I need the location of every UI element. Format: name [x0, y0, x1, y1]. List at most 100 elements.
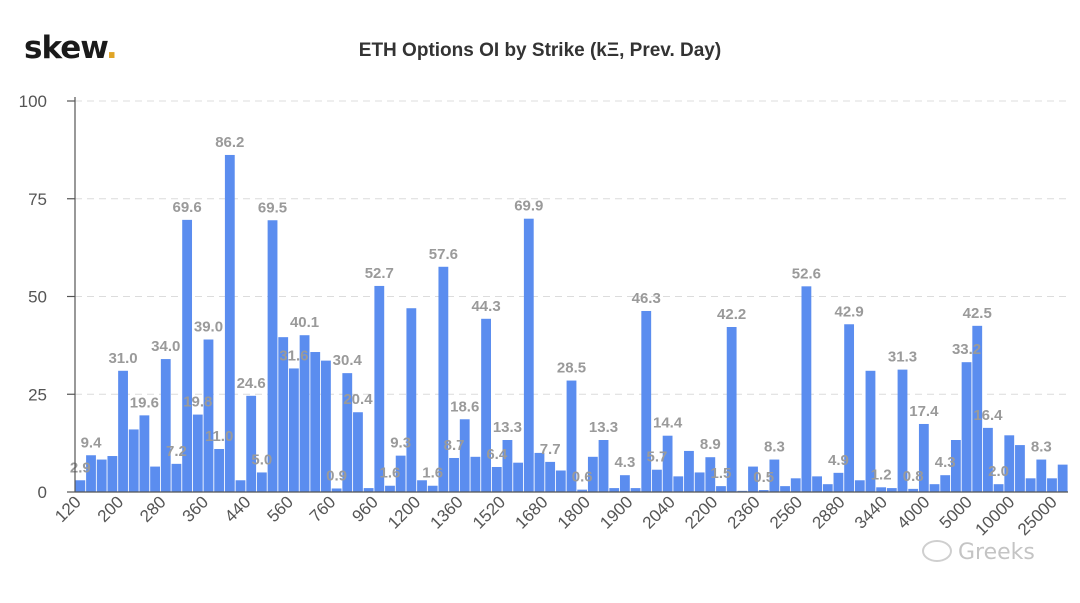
y-axis: 0 25 50 75 100	[19, 92, 76, 502]
bar	[406, 308, 417, 492]
data-label: 34.0	[151, 338, 180, 355]
bar	[203, 339, 214, 492]
watermark: Greeks	[922, 540, 1035, 565]
bar	[555, 470, 566, 492]
data-label: 0.5	[753, 469, 774, 486]
data-label: 1.6	[422, 465, 443, 482]
bar	[918, 423, 929, 492]
data-label: 24.6	[237, 375, 266, 392]
skew-logo: skew.	[24, 30, 118, 66]
brand-name: skew	[24, 30, 107, 66]
data-label: 69.5	[258, 199, 287, 216]
bar	[171, 463, 182, 492]
data-label: 8.9	[700, 436, 721, 453]
data-label: 5.7	[646, 449, 667, 466]
bar	[865, 370, 876, 492]
bar	[630, 488, 641, 492]
x-tick-label: 200	[94, 492, 127, 525]
bar	[192, 414, 203, 492]
chat-bubble-icon	[922, 540, 952, 562]
bar	[940, 475, 951, 492]
data-label: 52.7	[365, 265, 394, 282]
bar	[385, 485, 395, 492]
x-tick-label: 960	[348, 492, 381, 525]
bar	[619, 475, 630, 492]
data-label: 16.4	[973, 407, 1003, 424]
y-tick-label: 100	[19, 92, 47, 111]
bar	[523, 218, 534, 492]
data-label: 19.6	[130, 394, 159, 411]
bar	[353, 412, 363, 492]
brand-dot: .	[105, 30, 118, 66]
bar	[224, 154, 235, 492]
bar	[513, 462, 524, 492]
bar	[983, 427, 993, 492]
bar	[278, 337, 289, 492]
x-tick-label: 280	[136, 492, 169, 525]
watermark-text: Greeks	[958, 540, 1035, 565]
data-label: 31.0	[108, 350, 137, 367]
data-label: 42.5	[963, 305, 992, 322]
bar	[673, 476, 684, 492]
data-label: 40.1	[290, 314, 319, 331]
bar	[854, 480, 865, 492]
data-label: 13.3	[589, 419, 618, 436]
bar	[534, 452, 545, 492]
bar	[908, 488, 919, 492]
data-label: 9.4	[81, 434, 103, 451]
bar	[139, 415, 150, 492]
bar	[395, 455, 406, 492]
bar	[417, 480, 427, 492]
bar	[449, 457, 459, 492]
bar	[491, 466, 502, 492]
bar	[288, 368, 299, 492]
bar	[726, 327, 737, 492]
x-tick-label: 1360	[427, 492, 467, 532]
data-label: 42.2	[717, 306, 746, 323]
data-label: 4.3	[935, 454, 956, 471]
x-tick-label: 2360	[724, 492, 764, 532]
bar	[662, 435, 673, 492]
data-label: 8.7	[444, 437, 465, 454]
bar	[86, 455, 96, 492]
bar	[310, 352, 321, 492]
bar	[128, 429, 139, 492]
bar	[972, 325, 983, 492]
x-tick-label: 5000	[936, 492, 976, 532]
bar	[470, 456, 481, 492]
data-label: 42.9	[835, 303, 864, 320]
y-tick-label: 25	[28, 385, 47, 404]
data-label: 7.7	[540, 441, 561, 458]
data-label: 1.6	[380, 465, 401, 482]
data-label: 4.9	[828, 452, 849, 469]
bar	[652, 469, 662, 492]
bar	[267, 220, 278, 492]
data-label: 39.0	[194, 319, 223, 336]
data-label: 17.4	[909, 403, 939, 420]
y-tick-label: 75	[28, 190, 47, 209]
bar	[780, 486, 790, 492]
bar	[950, 440, 961, 492]
bar	[844, 324, 855, 492]
bar	[374, 285, 385, 492]
x-tick-label: 25000	[1014, 492, 1061, 539]
data-label: 28.5	[557, 360, 586, 377]
bar	[246, 395, 257, 492]
bar	[961, 362, 972, 492]
bar	[160, 359, 171, 492]
chart-title: ETH Options OI by Strike (kΞ, Prev. Day)	[358, 40, 722, 61]
bar	[1004, 435, 1015, 492]
y-tick-label: 50	[28, 288, 47, 307]
data-label: 44.3	[471, 298, 500, 315]
bar	[459, 419, 470, 492]
data-label: 33.2	[952, 341, 981, 358]
data-label: 2.0	[988, 463, 1009, 480]
bar	[929, 484, 940, 492]
data-label: 52.6	[792, 265, 821, 282]
x-tick-label: 2880	[808, 492, 848, 532]
bar	[833, 472, 844, 492]
data-label: 31.3	[888, 349, 917, 366]
x-tick-label: 1200	[384, 492, 424, 532]
x-tick-label: 360	[179, 492, 212, 525]
